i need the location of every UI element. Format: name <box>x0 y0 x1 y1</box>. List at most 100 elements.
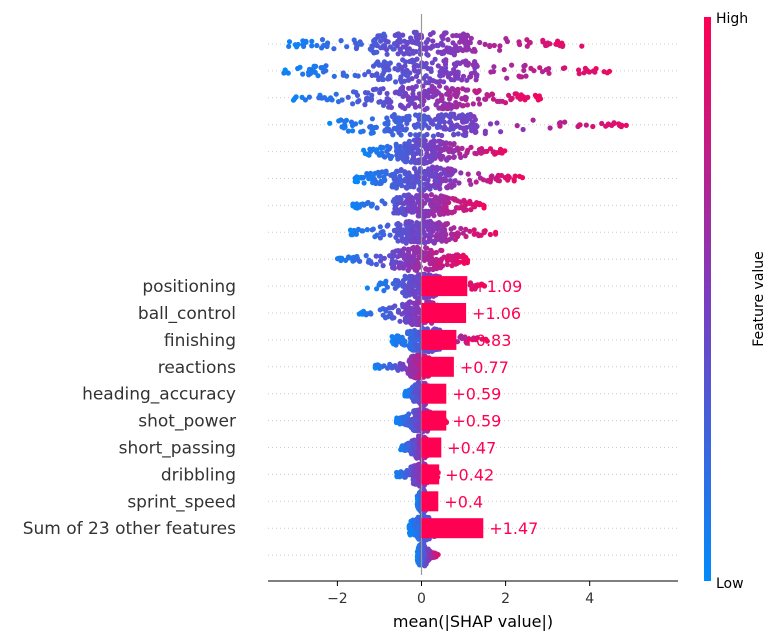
swarm-point <box>456 46 463 52</box>
swarm-point <box>440 36 446 42</box>
swarm-point <box>460 31 467 37</box>
swarm-point <box>412 471 418 477</box>
swarm-point <box>488 177 494 183</box>
swarm-point <box>425 65 431 71</box>
swarm-point <box>417 51 424 57</box>
swarm-point <box>365 259 371 265</box>
swarm-point <box>603 123 609 129</box>
swarm-point <box>473 179 479 185</box>
swarm-point <box>443 85 449 91</box>
swarm-point <box>438 247 444 253</box>
swarm-point <box>426 142 432 148</box>
colorbar: High Low Feature value <box>704 11 767 592</box>
swarm-point <box>311 64 318 70</box>
swarm-point <box>533 94 540 100</box>
swarm-point <box>416 433 422 439</box>
swarm-point <box>413 310 419 316</box>
swarm-point <box>406 113 412 119</box>
swarm-point <box>364 97 370 103</box>
swarm-point <box>374 286 380 292</box>
swarm-point <box>472 129 478 135</box>
swarm-point <box>377 99 383 105</box>
swarm-point <box>421 46 427 52</box>
swarm-point <box>415 518 421 524</box>
swarm-point <box>362 90 369 96</box>
feature-label: positioning <box>142 277 236 297</box>
swarm-point <box>543 67 549 73</box>
bar-value-label: +1.47 <box>489 519 538 538</box>
swarm-point <box>393 89 399 95</box>
swarm-point <box>463 226 469 232</box>
swarm-point <box>377 235 383 241</box>
swarm-point <box>286 39 293 45</box>
swarm-point <box>451 131 457 137</box>
swarm-point <box>453 115 459 121</box>
swarm-point <box>421 120 427 127</box>
swarm-point <box>474 335 480 341</box>
swarm-point <box>408 282 414 288</box>
swarm-point <box>374 205 380 211</box>
swarm-point <box>381 232 387 238</box>
swarm-point <box>429 60 435 66</box>
swarm-point <box>406 142 412 148</box>
swarm-point <box>410 87 416 93</box>
feature-label: shot_power <box>138 412 236 432</box>
swarm-point <box>345 128 351 134</box>
swarm-point <box>404 198 410 204</box>
swarm-point <box>391 41 398 47</box>
bar-value-label: +0.59 <box>452 385 501 404</box>
swarm-point <box>424 193 430 199</box>
swarm-point <box>513 91 520 97</box>
swarm-point <box>441 79 447 85</box>
swarm-point <box>355 73 361 79</box>
swarm-point <box>593 66 599 72</box>
swarm-point <box>479 146 485 152</box>
swarm-point <box>468 181 474 187</box>
swarm-point <box>407 131 413 138</box>
swarm-point <box>410 201 416 207</box>
swarm-point <box>381 255 387 261</box>
swarm-point <box>377 224 383 230</box>
swarm-point <box>470 101 476 107</box>
swarm-point <box>359 228 365 234</box>
feature-label: ball_control <box>138 304 236 324</box>
bar <box>421 464 440 485</box>
swarm-point <box>452 103 459 109</box>
swarm-point <box>349 231 355 237</box>
swarm-point <box>489 91 496 97</box>
swarm-point <box>314 42 320 49</box>
swarm-point <box>439 96 445 102</box>
swarm-point <box>378 145 384 151</box>
swarm-point <box>403 240 409 246</box>
swarm-point <box>467 177 473 183</box>
swarm-point <box>300 71 306 77</box>
swarm-point <box>399 248 405 254</box>
swarm-point <box>407 234 413 240</box>
swarm-point <box>397 150 403 157</box>
swarm-point <box>448 146 454 152</box>
swarm-point <box>387 232 393 238</box>
swarm-point <box>395 238 401 244</box>
swarm-point <box>374 232 380 238</box>
swarm-point <box>444 221 451 227</box>
swarm-point <box>415 260 421 266</box>
swarm-point <box>336 118 342 124</box>
swarm-point <box>352 178 358 185</box>
bar-value-label: +0.59 <box>452 412 501 431</box>
swarm-point <box>294 44 300 50</box>
swarm-point <box>416 91 422 97</box>
beeswarm-row <box>361 137 508 166</box>
swarm-point <box>547 125 553 131</box>
swarm-point <box>410 427 416 433</box>
swarm-point <box>342 122 348 128</box>
swarm-point <box>434 164 440 170</box>
swarm-point <box>443 30 449 36</box>
swarm-point <box>338 38 344 44</box>
swarm-point <box>425 547 431 553</box>
swarm-point <box>429 157 435 163</box>
swarm-point <box>442 142 448 149</box>
bar <box>421 491 439 512</box>
swarm-point <box>383 308 389 314</box>
swarm-point <box>377 307 383 313</box>
beeswarm-row <box>334 244 471 274</box>
